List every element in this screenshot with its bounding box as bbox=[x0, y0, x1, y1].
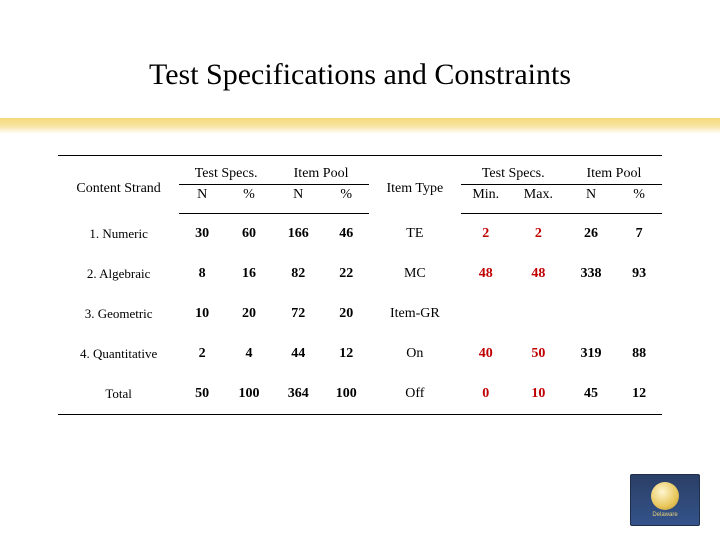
item-pool-n: 364 bbox=[273, 374, 323, 415]
item-pool-n-right bbox=[566, 294, 616, 334]
test-spec-pct: 16 bbox=[225, 254, 273, 294]
test-spec-pct: 20 bbox=[225, 294, 273, 334]
strand-label: 3. Geometric bbox=[58, 294, 179, 334]
test-spec-n: 2 bbox=[179, 334, 225, 374]
col-n: N bbox=[566, 185, 616, 214]
item-pool-n: 72 bbox=[273, 294, 323, 334]
test-spec-pct: 100 bbox=[225, 374, 273, 415]
table-body: 1. Numeric306016646TE222672. Algebraic81… bbox=[58, 214, 662, 415]
table-row: Total50100364100Off0104512 bbox=[58, 374, 662, 415]
spec-min: 2 bbox=[461, 214, 511, 255]
item-pool-pct-right bbox=[616, 294, 662, 334]
spec-table: Content Strand Test Specs. Item Pool Ite… bbox=[58, 155, 662, 415]
col-n: N bbox=[273, 185, 323, 214]
col-test-specs-right: Test Specs. bbox=[461, 156, 566, 185]
spec-table-container: Content Strand Test Specs. Item Pool Ite… bbox=[58, 155, 662, 415]
logo-seal-icon bbox=[651, 482, 679, 510]
item-pool-pct: 100 bbox=[323, 374, 369, 415]
strand-label: 4. Quantitative bbox=[58, 334, 179, 374]
item-pool-n-right: 26 bbox=[566, 214, 616, 255]
test-spec-n: 10 bbox=[179, 294, 225, 334]
strand-label: Total bbox=[58, 374, 179, 415]
strand-label: 1. Numeric bbox=[58, 214, 179, 255]
spec-min: 0 bbox=[461, 374, 511, 415]
spec-max bbox=[511, 294, 566, 334]
test-spec-pct: 60 bbox=[225, 214, 273, 255]
page-title: Test Specifications and Constraints bbox=[0, 58, 720, 92]
spec-min: 40 bbox=[461, 334, 511, 374]
table-row: 4. Quantitative244412On405031988 bbox=[58, 334, 662, 374]
spec-max: 50 bbox=[511, 334, 566, 374]
test-spec-pct: 4 bbox=[225, 334, 273, 374]
test-spec-n: 50 bbox=[179, 374, 225, 415]
col-pct: % bbox=[323, 185, 369, 214]
col-pct: % bbox=[225, 185, 273, 214]
spec-min: 48 bbox=[461, 254, 511, 294]
item-pool-pct-right: 88 bbox=[616, 334, 662, 374]
col-item-pool-left: Item Pool bbox=[273, 156, 369, 185]
item-pool-pct-right: 93 bbox=[616, 254, 662, 294]
item-pool-n: 82 bbox=[273, 254, 323, 294]
item-pool-n-right: 338 bbox=[566, 254, 616, 294]
spec-min bbox=[461, 294, 511, 334]
item-type-label: On bbox=[369, 334, 461, 374]
item-type-label: Off bbox=[369, 374, 461, 415]
item-pool-n: 166 bbox=[273, 214, 323, 255]
item-pool-n: 44 bbox=[273, 334, 323, 374]
col-item-pool-right: Item Pool bbox=[566, 156, 662, 185]
table-header-row-1: Content Strand Test Specs. Item Pool Ite… bbox=[58, 156, 662, 185]
item-pool-pct: 22 bbox=[323, 254, 369, 294]
spec-max: 10 bbox=[511, 374, 566, 415]
logo-badge: Delaware bbox=[630, 474, 700, 526]
col-item-type: Item Type bbox=[369, 156, 461, 214]
col-max: Max. bbox=[511, 185, 566, 214]
item-type-label: Item-GR bbox=[369, 294, 461, 334]
item-pool-pct: 46 bbox=[323, 214, 369, 255]
item-type-label: TE bbox=[369, 214, 461, 255]
spec-max: 48 bbox=[511, 254, 566, 294]
accent-bar bbox=[0, 118, 720, 134]
col-pct: % bbox=[616, 185, 662, 214]
item-pool-pct-right: 12 bbox=[616, 374, 662, 415]
item-pool-pct: 20 bbox=[323, 294, 369, 334]
col-n: N bbox=[179, 185, 225, 214]
item-pool-n-right: 45 bbox=[566, 374, 616, 415]
test-spec-n: 30 bbox=[179, 214, 225, 255]
table-row: 1. Numeric306016646TE22267 bbox=[58, 214, 662, 255]
item-type-label: MC bbox=[369, 254, 461, 294]
logo-text: Delaware bbox=[652, 512, 677, 518]
col-content-strand: Content Strand bbox=[58, 156, 179, 214]
table-row: 2. Algebraic8168222MC484833893 bbox=[58, 254, 662, 294]
spec-max: 2 bbox=[511, 214, 566, 255]
col-test-specs-left: Test Specs. bbox=[179, 156, 273, 185]
col-min: Min. bbox=[461, 185, 511, 214]
strand-label: 2. Algebraic bbox=[58, 254, 179, 294]
item-pool-pct-right: 7 bbox=[616, 214, 662, 255]
table-row: 3. Geometric10207220Item-GR bbox=[58, 294, 662, 334]
item-pool-pct: 12 bbox=[323, 334, 369, 374]
item-pool-n-right: 319 bbox=[566, 334, 616, 374]
test-spec-n: 8 bbox=[179, 254, 225, 294]
